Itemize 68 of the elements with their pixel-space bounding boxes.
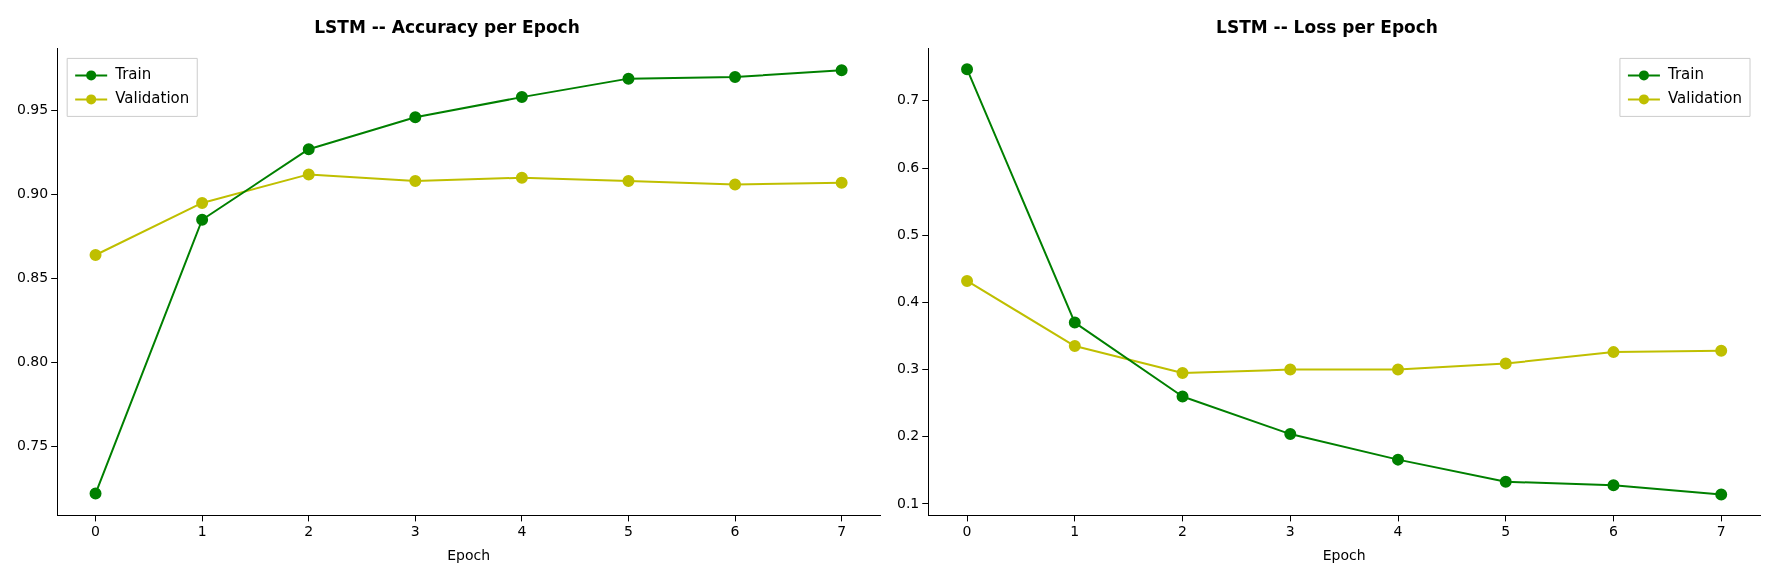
point (302, 168, 315, 181)
x-tick-label: 6 (730, 523, 740, 540)
point (1284, 428, 1297, 441)
point (196, 213, 209, 226)
point (1068, 316, 1081, 329)
x-tick-label: 0 (91, 523, 100, 540)
point (1499, 357, 1512, 370)
legend-label: Validation (115, 89, 190, 108)
y-tick-label: 0.5 (897, 225, 920, 242)
point (835, 176, 848, 189)
point (961, 274, 974, 287)
point (1068, 340, 1081, 353)
x-axis-title: Epoch (1322, 547, 1366, 564)
point (89, 249, 102, 262)
x-tick-label: 5 (1501, 523, 1511, 540)
point (1392, 363, 1404, 376)
x-tick-label: 7 (1716, 523, 1726, 540)
x-axis-title: Epoch (447, 547, 491, 564)
x-tick-label: 4 (1393, 523, 1403, 540)
y-tick-label: 0.4 (897, 293, 920, 310)
legend-label: Validation (1667, 89, 1743, 108)
x-tick-label: 6 (1609, 523, 1619, 540)
y-tick-label: 0.6 (897, 158, 920, 175)
x-tick-label: 1 (197, 523, 207, 540)
point (1607, 479, 1620, 492)
point (835, 64, 848, 77)
point (1176, 390, 1189, 403)
chart-title: LSTM -- Accuracy per Epoch (314, 16, 580, 37)
point (515, 171, 528, 184)
point (1392, 453, 1404, 466)
x-tick-label: 2 (304, 523, 314, 540)
x-tick-label: 2 (1178, 523, 1187, 540)
y-tick-label: 0.75 (17, 437, 49, 454)
point (622, 175, 635, 188)
legend-label: Train (114, 65, 152, 84)
y-tick-label: 0.7 (897, 91, 920, 108)
point (1176, 366, 1189, 379)
point (409, 175, 422, 188)
point (196, 196, 209, 209)
point (1715, 488, 1728, 501)
point (89, 487, 102, 500)
point (1607, 346, 1620, 359)
x-tick-label: 1 (1070, 523, 1080, 540)
point (409, 111, 422, 124)
point (302, 143, 315, 156)
point (961, 63, 974, 76)
x-tick-label: 7 (837, 523, 847, 540)
chart-title: LSTM -- Loss per Epoch (1216, 16, 1438, 37)
y-tick-label: 0.3 (897, 360, 920, 377)
point (515, 91, 528, 104)
y-tick-label: 0.2 (897, 427, 920, 444)
x-tick-label: 4 (517, 523, 527, 540)
point (1715, 344, 1728, 357)
y-tick-label: 0.80 (17, 353, 49, 370)
y-tick-label: 0.90 (17, 185, 49, 202)
y-tick-label: 0.1 (897, 494, 920, 511)
y-tick-label: 0.85 (17, 269, 49, 286)
legend-label: Train (1666, 65, 1704, 84)
point (1499, 475, 1512, 488)
x-tick-label: 0 (962, 523, 972, 540)
x-tick-label: 5 (624, 523, 633, 540)
point (622, 72, 635, 85)
point (729, 70, 742, 83)
y-tick-label: 0.95 (17, 101, 49, 118)
point (1284, 363, 1297, 376)
point (729, 178, 742, 191)
x-tick-label: 3 (1285, 523, 1295, 540)
x-tick-label: 3 (410, 523, 420, 540)
